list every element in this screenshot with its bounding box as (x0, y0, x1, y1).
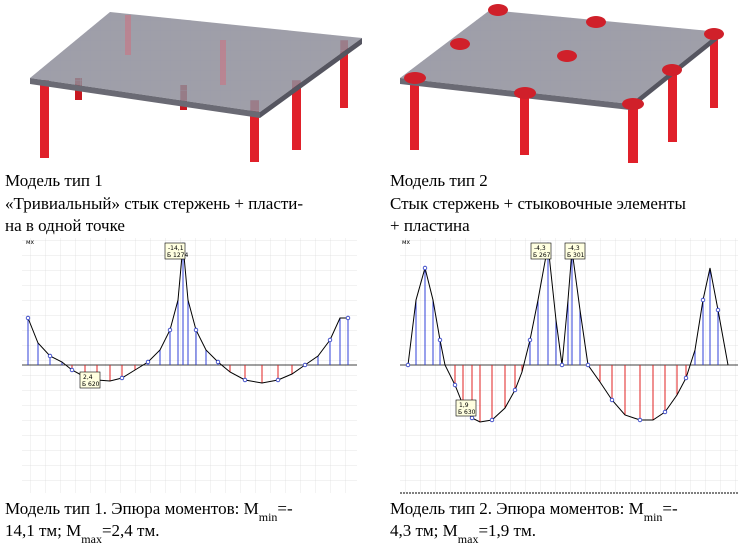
value-label: -4,3 (534, 245, 546, 252)
value-label-box (455, 399, 477, 417)
moment-node (193, 327, 199, 333)
moment-node (469, 415, 475, 421)
moment-node (585, 362, 591, 368)
moment-node (489, 417, 495, 423)
value-label: -14,1 (168, 245, 184, 252)
diagram-2-grid (400, 238, 738, 493)
moment-node (662, 409, 668, 415)
caption-subscript: max (458, 532, 479, 546)
moment-node (327, 337, 333, 343)
value-label-box (530, 242, 552, 260)
moment-node (25, 315, 31, 321)
moment-curve (407, 244, 729, 423)
caption-text: =2,4 тм. (102, 521, 160, 540)
moment-node (452, 382, 458, 388)
element-label: Б 620 (82, 381, 100, 388)
axis-label: мх (26, 239, 35, 246)
element-label: Б 1274 (167, 252, 188, 259)
moment-node (715, 307, 721, 313)
moment-node (215, 359, 221, 365)
moment-node (609, 397, 615, 403)
panel-subtitle: на в одной точке (5, 216, 125, 235)
panel-subtitle: + пластина (390, 216, 470, 235)
caption-text: Модель тип 1. Эпюра моментов: M (5, 499, 259, 518)
moment-node (242, 377, 248, 383)
model-2-render (400, 4, 724, 163)
caption-subscript: max (81, 532, 102, 546)
value-label: 2,4 (83, 374, 93, 381)
element-label: Б 630 (458, 409, 476, 416)
caption-text: =1,9 тм. (478, 521, 536, 540)
value-label-box (79, 371, 101, 389)
axis-label: мх (402, 239, 411, 246)
caption-text: =- (277, 499, 293, 518)
moment-node (683, 375, 689, 381)
element-label: Б 267 (533, 252, 551, 259)
moment-node (302, 362, 308, 368)
moment-node (167, 327, 173, 333)
value-label: -4,3 (568, 245, 580, 252)
value-label: 1,9 (459, 402, 469, 409)
moment-node (119, 375, 125, 381)
panel-title: Модель тип 1 (5, 171, 103, 190)
caption-text: Модель тип 2. Эпюра моментов: M (390, 499, 644, 518)
model-1-render (30, 12, 362, 162)
moment-node (637, 417, 643, 423)
caption-subscript: min (259, 510, 278, 524)
moment-node (512, 387, 518, 393)
moment-node (275, 377, 281, 383)
caption-text: 14,1 тм; M (5, 521, 81, 540)
caption-text: 4,3 тм; M (390, 521, 458, 540)
moment-node (422, 265, 428, 271)
caption-subscript: min (644, 510, 663, 524)
moment-node (345, 315, 351, 321)
moment-node (437, 337, 443, 343)
value-label-box (164, 242, 186, 260)
diagram-1-grid (22, 238, 357, 493)
moment-node (145, 359, 151, 365)
moment-node (527, 337, 533, 343)
caption-text: =- (662, 499, 678, 518)
panel-subtitle: «Тривиальный» стык стержень + пласти- (5, 194, 303, 213)
element-label: Б 301 (567, 252, 585, 259)
panel-subtitle: Стык стержень + стыковочные элементы (390, 194, 686, 213)
panel-title: Модель тип 2 (390, 171, 488, 190)
caption: Модель тип 1. Эпюра моментов: Mmin=- (5, 499, 293, 524)
caption: 14,1 тм; Mmax=2,4 тм. (5, 521, 159, 546)
moment-node (405, 362, 411, 368)
moment-node (559, 362, 565, 368)
moment-node (69, 367, 75, 373)
caption: Модель тип 2. Эпюра моментов: Mmin=- (390, 499, 678, 524)
caption: 4,3 тм; Mmax=1,9 тм. (390, 521, 536, 546)
value-label-box (564, 242, 586, 260)
moment-node (700, 297, 706, 303)
moment-node (47, 353, 53, 359)
